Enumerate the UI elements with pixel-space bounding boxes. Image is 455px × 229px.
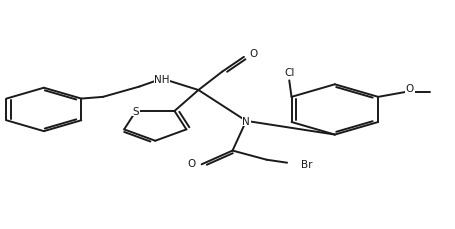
Text: NH: NH xyxy=(154,74,169,84)
Text: Cl: Cl xyxy=(283,68,294,78)
Text: O: O xyxy=(248,49,257,59)
Text: N: N xyxy=(242,116,249,126)
Text: Br: Br xyxy=(300,159,312,169)
Text: O: O xyxy=(187,158,195,168)
Text: S: S xyxy=(132,106,139,117)
Text: O: O xyxy=(405,83,413,93)
